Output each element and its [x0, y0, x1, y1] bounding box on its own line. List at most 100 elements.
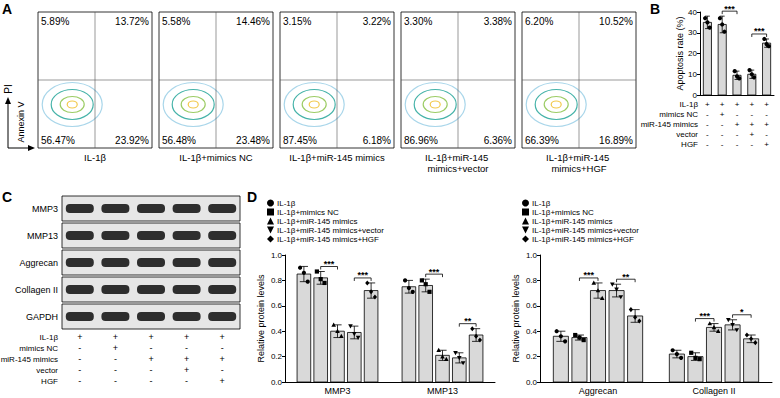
svg-text:5.58%: 5.58% — [162, 16, 190, 27]
svg-text:-: - — [750, 140, 753, 149]
svg-text:vector: vector — [676, 130, 698, 139]
svg-text:-: - — [706, 110, 709, 119]
svg-text:IL-1β+miR-145: IL-1β+miR-145 — [425, 152, 491, 163]
svg-text:IL-1β+miR-145 mimics: IL-1β+miR-145 mimics — [289, 152, 385, 163]
svg-text:40: 40 — [688, 8, 697, 17]
svg-text:10: 10 — [688, 70, 697, 79]
svg-text:0.8: 0.8 — [271, 276, 283, 285]
svg-text:PI: PI — [3, 84, 14, 93]
svg-text:-: - — [150, 376, 153, 386]
svg-text:Relative protein levels: Relative protein levels — [256, 274, 266, 363]
svg-text:5.89%: 5.89% — [41, 16, 69, 27]
svg-text:0.6: 0.6 — [271, 301, 283, 310]
svg-text:-: - — [114, 354, 117, 364]
svg-text:-: - — [114, 365, 117, 375]
svg-text:0.0: 0.0 — [271, 378, 283, 387]
svg-text:-: - — [185, 343, 188, 353]
svg-text:86.96%: 86.96% — [404, 135, 438, 146]
svg-text:IL-1β: IL-1β — [277, 199, 296, 208]
svg-text:Collagen II: Collagen II — [15, 285, 58, 295]
svg-text:GAPDH: GAPDH — [26, 312, 58, 322]
svg-text:+: + — [720, 100, 725, 109]
svg-text:MMP3: MMP3 — [324, 386, 350, 396]
svg-text:0.2: 0.2 — [526, 352, 538, 361]
svg-text:+: + — [77, 332, 82, 342]
svg-text:14.46%: 14.46% — [236, 16, 270, 27]
svg-text:23.48%: 23.48% — [236, 135, 270, 146]
svg-text:+: + — [749, 120, 754, 129]
svg-text:-: - — [150, 343, 153, 353]
svg-text:HGF: HGF — [681, 140, 698, 149]
svg-text:23.92%: 23.92% — [115, 135, 149, 146]
svg-text:+: + — [184, 365, 189, 375]
svg-text:66.39%: 66.39% — [525, 135, 559, 146]
svg-text:-: - — [78, 376, 81, 386]
svg-text:3.30%: 3.30% — [404, 16, 432, 27]
svg-text:+: + — [148, 332, 153, 342]
svg-text:+: + — [720, 110, 725, 119]
svg-text:0.4: 0.4 — [271, 327, 283, 336]
svg-text:C: C — [2, 189, 12, 205]
svg-text:+: + — [113, 343, 118, 353]
svg-text:IL-1β: IL-1β — [84, 152, 106, 163]
svg-text:3.22%: 3.22% — [363, 16, 391, 27]
svg-text:+: + — [220, 354, 225, 364]
svg-text:10.52%: 10.52% — [599, 16, 633, 27]
svg-text:IL-1β+mimics NC: IL-1β+mimics NC — [532, 208, 594, 217]
svg-text:+: + — [113, 332, 118, 342]
svg-text:+: + — [184, 332, 189, 342]
svg-text:mimics NC: mimics NC — [19, 344, 58, 353]
svg-text:-: - — [185, 376, 188, 386]
svg-text:-: - — [150, 365, 153, 375]
svg-text:IL-1β: IL-1β — [40, 333, 59, 342]
svg-text:IL-1β+miR-145 mimics+vector: IL-1β+miR-145 mimics+vector — [532, 226, 639, 235]
svg-text:-: - — [114, 376, 117, 386]
svg-text:-: - — [706, 120, 709, 129]
svg-text:-: - — [706, 130, 709, 139]
svg-text:IL-1β: IL-1β — [532, 199, 551, 208]
svg-text:+: + — [749, 100, 754, 109]
svg-text:+: + — [148, 354, 153, 364]
svg-text:IL-1β+miR-145 mimics: IL-1β+miR-145 mimics — [277, 217, 357, 226]
svg-text:vector: vector — [36, 366, 58, 375]
svg-text:MMP13: MMP13 — [427, 386, 458, 396]
svg-text:IL-1β+mimics NC: IL-1β+mimics NC — [179, 152, 252, 163]
svg-text:0: 0 — [693, 91, 698, 100]
svg-text:Apoptosis rate (%): Apoptosis rate (%) — [675, 16, 685, 90]
svg-text:87.45%: 87.45% — [283, 135, 317, 146]
svg-text:MMP3: MMP3 — [32, 204, 58, 214]
svg-text:IL-1β+miR-145 mimics: IL-1β+miR-145 mimics — [532, 217, 612, 226]
svg-text:13.72%: 13.72% — [115, 16, 149, 27]
svg-text:-: - — [78, 365, 81, 375]
svg-text:6.36%: 6.36% — [484, 135, 512, 146]
svg-text:Relative protein levels: Relative protein levels — [511, 274, 521, 363]
svg-text:-: - — [221, 343, 224, 353]
svg-text:-: - — [221, 365, 224, 375]
svg-text:+: + — [735, 120, 740, 129]
svg-text:IL-1β+mimics NC: IL-1β+mimics NC — [277, 208, 339, 217]
svg-text:**: ** — [464, 316, 472, 326]
svg-text:-: - — [721, 130, 724, 139]
svg-text:-: - — [78, 354, 81, 364]
svg-text:mimics+vector: mimics+vector — [428, 163, 489, 174]
svg-text:Annexin V: Annexin V — [16, 101, 26, 142]
svg-text:-: - — [706, 140, 709, 149]
svg-text:0.6: 0.6 — [526, 301, 538, 310]
svg-text:+: + — [220, 376, 225, 386]
svg-text:20: 20 — [688, 49, 697, 58]
svg-text:3.15%: 3.15% — [283, 16, 311, 27]
svg-text:0.4: 0.4 — [526, 327, 538, 336]
svg-text:Aggrecan: Aggrecan — [19, 258, 58, 268]
svg-text:***: *** — [583, 270, 594, 280]
svg-text:-: - — [736, 110, 739, 119]
svg-text:6.18%: 6.18% — [363, 135, 391, 146]
svg-text:Collagen II: Collagen II — [692, 386, 735, 396]
svg-text:***: *** — [429, 267, 440, 277]
svg-text:3.38%: 3.38% — [484, 16, 512, 27]
svg-text:6.20%: 6.20% — [525, 16, 553, 27]
svg-text:IL-1β+miR-145 mimics+vector: IL-1β+miR-145 mimics+vector — [277, 226, 384, 235]
svg-text:-: - — [736, 130, 739, 139]
svg-text:***: *** — [724, 4, 735, 14]
svg-text:+: + — [184, 354, 189, 364]
svg-text:+: + — [764, 120, 769, 129]
